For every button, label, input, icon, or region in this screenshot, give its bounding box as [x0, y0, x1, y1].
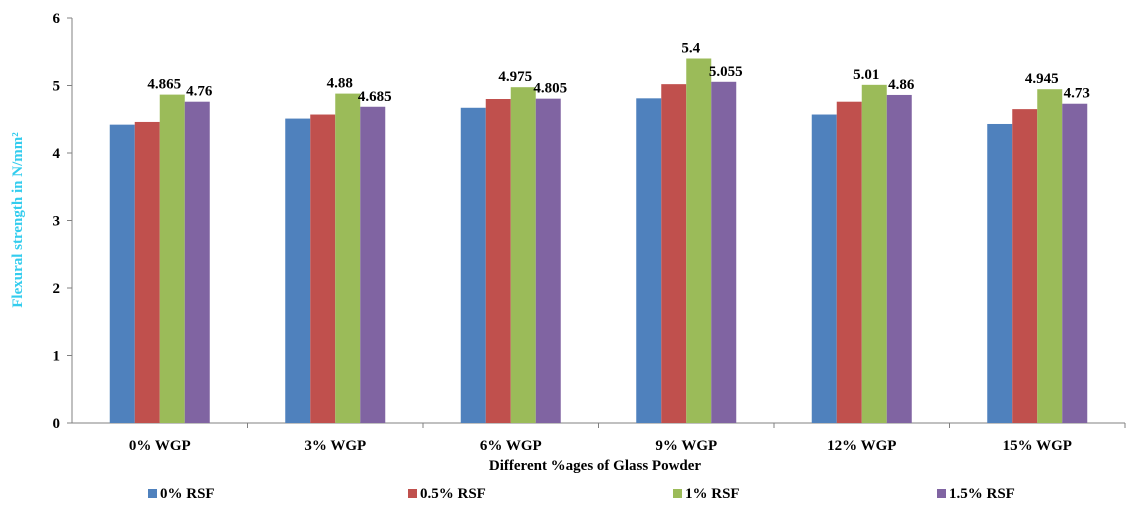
- legend: 0% RSF 0.5% RSF 1% RSF 1.5% RSF: [148, 486, 1015, 502]
- bar-1-rsf-4: [861, 84, 887, 423]
- bar-0-rsf-4: [811, 114, 837, 424]
- bar-1-5-rsf-2: [535, 98, 561, 423]
- bar-0-rsf-2: [460, 107, 486, 424]
- y-tick-label: 0: [53, 416, 61, 432]
- x-category-label: 0% WGP: [129, 438, 191, 454]
- legend-label: 0.5% RSF: [420, 486, 486, 502]
- data-label: 5.01: [853, 67, 879, 83]
- bar-1-5-rsf-0: [184, 101, 210, 423]
- legend-label: 0% RSF: [160, 486, 215, 502]
- x-axis-categories: 0% WGP 3% WGP 6% WGP 9% WGP 12% WGP 15% WGP: [129, 423, 1126, 454]
- x-axis-title: Different %ages of Glass Powder: [489, 458, 702, 474]
- bar-0-5-rsf-2: [485, 99, 511, 423]
- data-label: 5.4: [681, 41, 700, 57]
- y-tick-label: 5: [53, 79, 61, 95]
- data-label: 4.945: [1025, 71, 1059, 87]
- y-axis-ticks: 0 1 2 3 4 5 6: [53, 11, 72, 432]
- legend-swatch: [673, 489, 682, 498]
- bar-0-rsf-5: [987, 123, 1013, 423]
- data-label: 4.975: [498, 69, 532, 85]
- plot-area: [71, 18, 1125, 424]
- bar-1-rsf-5: [1037, 89, 1063, 424]
- bar-0-5-rsf-5: [1012, 109, 1038, 423]
- bar-0-5-rsf-1: [310, 114, 336, 424]
- data-label: 4.76: [186, 84, 213, 100]
- y-tick-label: 3: [53, 214, 61, 230]
- y-axis-title: Flexural strength in N/mm²: [10, 132, 26, 308]
- bar-1-rsf-3: [686, 58, 712, 423]
- bar-1-rsf-2: [510, 87, 536, 423]
- data-label: 5.055: [709, 64, 743, 80]
- data-label: 4.865: [147, 77, 181, 93]
- y-tick-label: 2: [53, 281, 61, 297]
- legend-swatch: [408, 489, 417, 498]
- data-label: 4.805: [533, 81, 567, 97]
- bar-0-rsf-0: [109, 124, 135, 424]
- x-category-label: 9% WGP: [655, 438, 717, 454]
- bar-1-rsf-1: [335, 93, 361, 423]
- bar-0-5-rsf-0: [134, 121, 160, 423]
- bar-0-5-rsf-3: [661, 84, 687, 424]
- data-label: 4.73: [1064, 86, 1090, 102]
- bar-1-5-rsf-1: [360, 106, 386, 423]
- legend-label: 1.5% RSF: [949, 486, 1015, 502]
- bar-1-5-rsf-5: [1062, 103, 1088, 423]
- x-category-label: 6% WGP: [480, 438, 542, 454]
- bar-0-rsf-1: [285, 118, 311, 423]
- legend-swatch: [937, 489, 946, 498]
- y-tick-label: 1: [53, 349, 61, 365]
- y-tick-label: 4: [53, 146, 61, 162]
- y-tick-label: 6: [53, 11, 61, 27]
- bar-1-5-rsf-4: [886, 94, 912, 423]
- bar-0-rsf-3: [636, 98, 662, 423]
- data-label: 4.685: [358, 89, 392, 105]
- x-category-label: 15% WGP: [1003, 438, 1072, 454]
- data-label: 4.86: [888, 77, 915, 93]
- data-label: 4.88: [327, 76, 353, 92]
- legend-swatch: [148, 489, 157, 498]
- bar-1-rsf-0: [159, 94, 185, 424]
- bars: [109, 58, 1088, 424]
- x-category-label: 12% WGP: [827, 438, 896, 454]
- bar-0-5-rsf-4: [836, 101, 862, 423]
- data-labels: 4.865 4.88 4.975 5.4 5.01 4.945 4.76 4.685 4.805…: [147, 41, 1090, 105]
- legend-label: 1% RSF: [685, 486, 740, 502]
- bar-1-5-rsf-3: [711, 81, 737, 423]
- x-category-label: 3% WGP: [304, 438, 366, 454]
